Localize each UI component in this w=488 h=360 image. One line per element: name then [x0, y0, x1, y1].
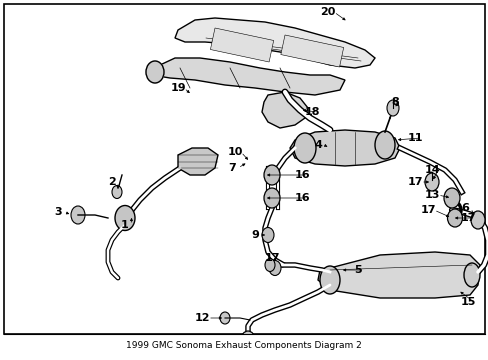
- Text: 10: 10: [227, 147, 242, 157]
- Text: 17: 17: [407, 177, 422, 187]
- Text: 17: 17: [264, 253, 279, 263]
- Ellipse shape: [268, 261, 281, 275]
- Ellipse shape: [262, 228, 273, 243]
- Text: 17: 17: [459, 213, 475, 223]
- Bar: [280, 35, 343, 67]
- Bar: [4, 334, 484, 356]
- Text: 1999 GMC Sonoma Exhaust Components Diagram 2: 1999 GMC Sonoma Exhaust Components Diagr…: [126, 342, 361, 351]
- Text: 5: 5: [353, 265, 361, 275]
- Polygon shape: [262, 92, 307, 128]
- Bar: [210, 28, 273, 62]
- Ellipse shape: [424, 173, 438, 191]
- Text: 19: 19: [170, 83, 185, 93]
- Text: 4: 4: [313, 140, 321, 150]
- Ellipse shape: [293, 133, 315, 163]
- Ellipse shape: [220, 312, 229, 324]
- Text: 14: 14: [423, 165, 439, 175]
- Text: 8: 8: [390, 97, 398, 107]
- Ellipse shape: [463, 263, 479, 287]
- Text: 17: 17: [419, 205, 435, 215]
- Text: 6: 6: [460, 203, 468, 213]
- Ellipse shape: [386, 100, 398, 116]
- Text: 15: 15: [459, 297, 475, 307]
- Text: 20: 20: [320, 7, 335, 17]
- Ellipse shape: [71, 206, 85, 224]
- Ellipse shape: [264, 165, 280, 185]
- Ellipse shape: [443, 188, 459, 208]
- Ellipse shape: [470, 211, 484, 229]
- Text: 13: 13: [424, 190, 439, 200]
- Text: 3: 3: [54, 207, 61, 217]
- Ellipse shape: [115, 206, 135, 230]
- Text: 16: 16: [294, 193, 309, 203]
- Polygon shape: [317, 252, 479, 298]
- Text: 12: 12: [194, 313, 209, 323]
- Ellipse shape: [264, 258, 274, 271]
- Ellipse shape: [241, 331, 254, 349]
- Ellipse shape: [319, 266, 339, 294]
- Text: 2: 2: [108, 177, 116, 187]
- Polygon shape: [175, 18, 374, 68]
- Text: 7: 7: [228, 163, 235, 173]
- Text: 16: 16: [294, 170, 309, 180]
- Text: 11: 11: [407, 133, 422, 143]
- Text: 1: 1: [121, 220, 129, 230]
- Text: 18: 18: [304, 107, 319, 117]
- Ellipse shape: [146, 61, 163, 83]
- Polygon shape: [289, 130, 399, 166]
- Ellipse shape: [264, 188, 280, 208]
- Polygon shape: [178, 148, 218, 175]
- Ellipse shape: [447, 209, 462, 227]
- Polygon shape: [152, 58, 345, 95]
- Text: 9: 9: [250, 230, 259, 240]
- Ellipse shape: [374, 131, 394, 159]
- Ellipse shape: [112, 185, 122, 198]
